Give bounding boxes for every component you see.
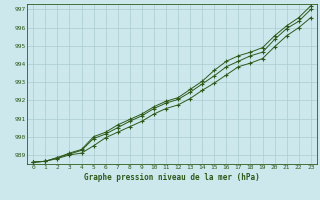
X-axis label: Graphe pression niveau de la mer (hPa): Graphe pression niveau de la mer (hPa) <box>84 173 260 182</box>
